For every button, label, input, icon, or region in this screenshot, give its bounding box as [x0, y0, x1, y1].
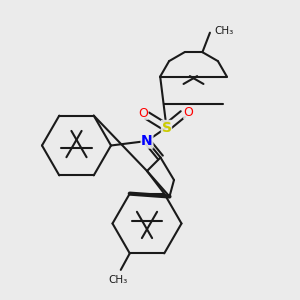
Text: O: O	[184, 106, 193, 119]
Text: O: O	[139, 106, 148, 120]
Text: S: S	[161, 121, 172, 134]
Text: CH₃: CH₃	[108, 275, 128, 285]
Text: CH₃: CH₃	[214, 26, 234, 36]
Text: N: N	[141, 134, 153, 148]
